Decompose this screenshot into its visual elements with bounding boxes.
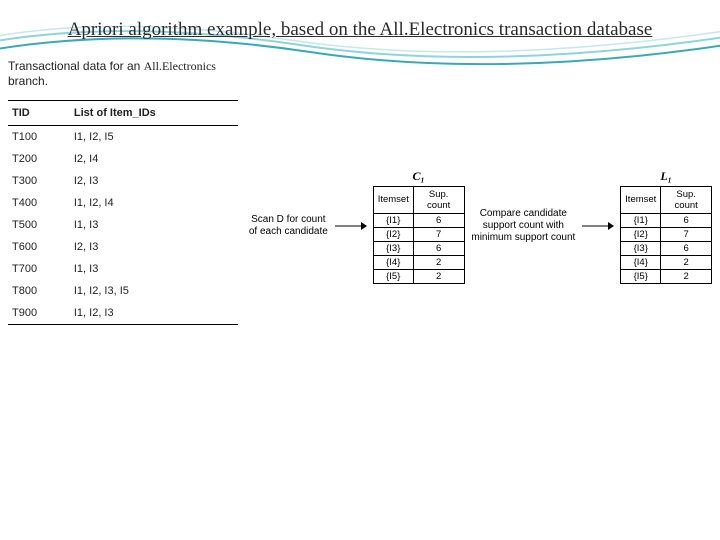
- l1-h0: Itemset: [621, 186, 661, 213]
- table-row: T400I1, I2, I4: [8, 192, 238, 214]
- table-row: T200I2, I4: [8, 148, 238, 170]
- caption-prefix: Transactional data for an: [8, 59, 144, 73]
- tx-header-items: List of Item_IDs: [70, 100, 238, 125]
- c1-label: C₁: [373, 169, 465, 184]
- tx-cell-items: I1, I2, I3, I5: [70, 280, 238, 302]
- table-row: {I5}2: [621, 269, 712, 283]
- slide-title: Apriori algorithm example, based on the …: [40, 18, 680, 43]
- itemset-cell: {I5}: [373, 269, 413, 283]
- table-row: {I1}6: [373, 213, 464, 227]
- tx-cell-tid: T400: [8, 192, 70, 214]
- count-cell: 6: [661, 213, 712, 227]
- tx-body: T100I1, I2, I5T200I2, I4T300I2, I3T400I1…: [8, 125, 238, 324]
- tx-cell-tid: T200: [8, 148, 70, 170]
- table-row: {I4}2: [373, 255, 464, 269]
- tx-cell-tid: T500: [8, 214, 70, 236]
- count-cell: 7: [413, 227, 464, 241]
- itemset-cell: {I3}: [621, 241, 661, 255]
- c1-table: Itemset Sup. count {I1}6{I2}7{I3}6{I4}2{…: [373, 186, 465, 284]
- tx-cell-items: I2, I3: [70, 236, 238, 258]
- count-cell: 2: [413, 255, 464, 269]
- count-cell: 2: [661, 269, 712, 283]
- transaction-panel: Transactional data for an All.Electronic…: [8, 59, 238, 325]
- itemset-cell: {I2}: [621, 227, 661, 241]
- caption-brand: All.Electronics: [144, 59, 216, 73]
- table-row: T300I2, I3: [8, 170, 238, 192]
- arrow-icon: [335, 220, 367, 232]
- tx-cell-items: I1, I2, I5: [70, 125, 238, 148]
- tx-cell-items: I2, I4: [70, 148, 238, 170]
- count-cell: 2: [413, 269, 464, 283]
- tx-cell-items: I1, I2, I3: [70, 302, 238, 325]
- table-row: T700I1, I3: [8, 258, 238, 280]
- count-cell: 7: [661, 227, 712, 241]
- tx-cell-items: I1, I2, I4: [70, 192, 238, 214]
- table-row: {I3}6: [373, 241, 464, 255]
- itemset-cell: {I4}: [373, 255, 413, 269]
- tx-cell-items: I2, I3: [70, 170, 238, 192]
- itemset-cell: {I5}: [621, 269, 661, 283]
- step1-text: Scan D for count of each candidate: [248, 214, 329, 238]
- count-cell: 2: [661, 255, 712, 269]
- table-row: T800I1, I2, I3, I5: [8, 280, 238, 302]
- itemset-cell: {I1}: [373, 213, 413, 227]
- count-cell: 6: [413, 213, 464, 227]
- table-row: T100I1, I2, I5: [8, 125, 238, 148]
- tx-cell-tid: T300: [8, 170, 70, 192]
- table-row: T600I2, I3: [8, 236, 238, 258]
- content-area: Transactional data for an All.Electronic…: [0, 51, 720, 325]
- l1-h1: Sup. count: [661, 186, 712, 213]
- itemset-cell: {I3}: [373, 241, 413, 255]
- table-row: {I5}2: [373, 269, 464, 283]
- itemset-cell: {I4}: [621, 255, 661, 269]
- table-caption: Transactional data for an All.Electronic…: [8, 59, 238, 90]
- c1-block: C₁ Itemset Sup. count {I1}6{I2}7{I3}6{I4…: [373, 169, 465, 284]
- table-row: {I2}7: [373, 227, 464, 241]
- title-area: Apriori algorithm example, based on the …: [0, 0, 720, 51]
- tx-header-tid: TID: [8, 100, 70, 125]
- itemset-cell: {I2}: [373, 227, 413, 241]
- tx-cell-tid: T600: [8, 236, 70, 258]
- l1-label: L₁: [620, 169, 712, 184]
- flow-panel: Scan D for count of each candidate C₁ It…: [248, 59, 712, 325]
- step2-text: Compare candidate support count with min…: [471, 208, 577, 244]
- table-row: {I1}6: [621, 213, 712, 227]
- count-cell: 6: [661, 241, 712, 255]
- l1-table: Itemset Sup. count {I1}6{I2}7{I3}6{I4}2{…: [620, 186, 712, 284]
- apriori-flow: Scan D for count of each candidate C₁ It…: [248, 169, 712, 284]
- tx-cell-items: I1, I3: [70, 214, 238, 236]
- table-row: T500I1, I3: [8, 214, 238, 236]
- table-row: {I2}7: [621, 227, 712, 241]
- l1-block: L₁ Itemset Sup. count {I1}6{I2}7{I3}6{I4…: [620, 169, 712, 284]
- c1-h0: Itemset: [373, 186, 413, 213]
- tx-cell-tid: T900: [8, 302, 70, 325]
- c1-h1: Sup. count: [413, 186, 464, 213]
- tx-cell-tid: T100: [8, 125, 70, 148]
- tx-cell-items: I1, I3: [70, 258, 238, 280]
- caption-suffix: branch.: [8, 74, 48, 88]
- itemset-cell: {I1}: [621, 213, 661, 227]
- transaction-table: TID List of Item_IDs T100I1, I2, I5T200I…: [8, 100, 238, 325]
- tx-cell-tid: T800: [8, 280, 70, 302]
- arrow-icon: [582, 220, 614, 232]
- table-row: {I4}2: [621, 255, 712, 269]
- count-cell: 6: [413, 241, 464, 255]
- table-row: T900I1, I2, I3: [8, 302, 238, 325]
- table-row: {I3}6: [621, 241, 712, 255]
- tx-cell-tid: T700: [8, 258, 70, 280]
